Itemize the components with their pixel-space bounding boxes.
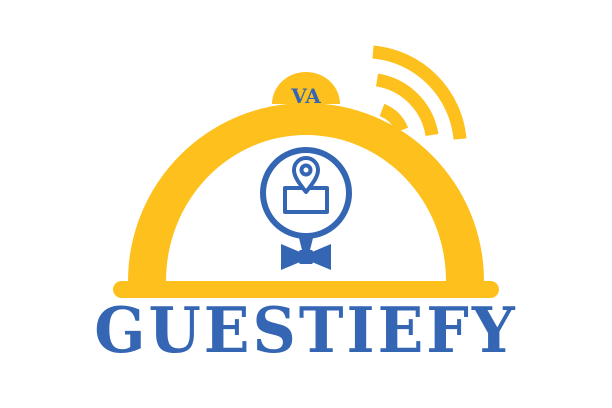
cloche-knob (272, 72, 340, 104)
cloche-platter (113, 281, 499, 298)
cloche-dome (128, 103, 484, 281)
bow-tie-icon (281, 234, 331, 270)
location-pin-icon (283, 156, 329, 214)
brand-name: GUESTIEFY (94, 294, 518, 368)
wifi-signal-icon (372, 45, 467, 140)
